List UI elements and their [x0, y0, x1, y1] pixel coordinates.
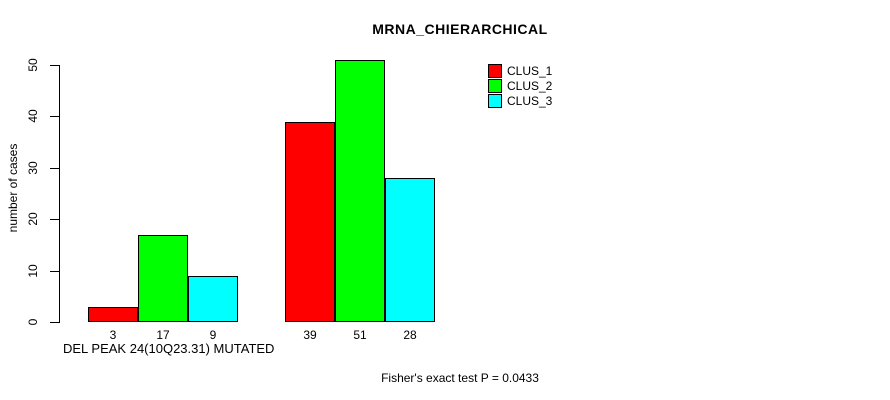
bar-clus_3-group1 [188, 276, 238, 322]
legend-swatch-clus_2 [488, 79, 502, 93]
y-tick-label: 40 [26, 109, 40, 123]
y-tick [50, 271, 59, 272]
y-tick-label: 50 [26, 58, 40, 72]
legend-swatch-clus_3 [488, 94, 502, 108]
bar-clus_1-group2 [285, 122, 335, 322]
y-tick [50, 168, 59, 169]
y-tick [50, 116, 59, 117]
y-axis-line [59, 65, 60, 323]
y-axis-label: number of cases [6, 143, 20, 233]
legend-label: CLUS_1 [507, 64, 553, 78]
y-tick [50, 322, 59, 323]
bar-value-label: 3 [109, 328, 117, 342]
bar-value-label: 9 [209, 328, 217, 342]
legend-label: CLUS_2 [507, 79, 553, 93]
bar-value-label: 17 [156, 328, 170, 342]
chart-title: MRNA_CHIERARCHICAL [372, 21, 548, 37]
y-tick-label: 20 [26, 212, 40, 226]
legend-swatch-clus_1 [488, 64, 502, 78]
bar-clus_2-group2 [335, 60, 385, 322]
y-tick-label: 10 [26, 264, 40, 278]
x-axis-category-label: DEL PEAK 24(10Q23.31) MUTATED [63, 341, 275, 356]
bar-value-label: 28 [403, 328, 417, 342]
fisher-test-annotation: Fisher's exact test P = 0.0433 [381, 371, 539, 385]
y-tick-label: 30 [26, 161, 40, 175]
bar-clus_1-group1 [88, 307, 138, 322]
bar-clus_3-group2 [385, 178, 435, 322]
bar-value-label: 51 [353, 328, 367, 342]
legend-label: CLUS_3 [507, 94, 553, 108]
y-tick [50, 65, 59, 66]
y-tick-label: 0 [26, 318, 40, 326]
y-tick [50, 219, 59, 220]
bar-value-label: 39 [303, 328, 317, 342]
bar-clus_2-group1 [138, 235, 188, 322]
